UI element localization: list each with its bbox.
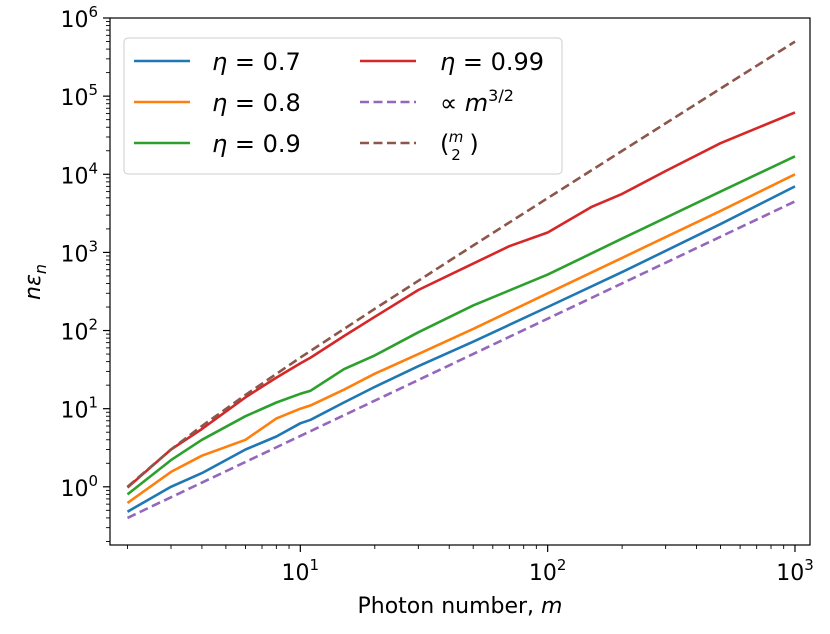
y-tick-label-1: 101 [60,394,98,424]
y-tick-label-4: 104 [60,159,98,189]
x-tick-label-2: 103 [776,556,814,586]
legend-binom-top: m [449,128,464,146]
y-axis-label-n: nε [21,274,46,300]
y-axis-label-sub: n [31,264,50,274]
x-axis-label: Photon number, m [358,594,563,619]
series-layer [126,40,796,520]
legend: η = 0.7 η = 0.8 η = 0.9 η = 0.99 ∝ m3/2 ()m2 [123,37,563,175]
series-line-3 [126,111,796,489]
legend-label-1: η = 0.8 [212,89,301,117]
legend-items: η = 0.7 η = 0.8 η = 0.9 η = 0.99 ∝ m3/2 ()m2 [134,48,544,164]
x-tick-label-1: 102 [529,556,567,586]
legend-label-4: ∝ m3/2 [440,86,514,117]
x-axis-label-text: Photon number, [358,594,542,619]
series-line-2 [126,155,796,496]
legend-label-5: () [440,130,479,158]
y-axis-label: nεn [21,264,50,300]
y-tick-label-5: 105 [60,81,98,111]
x-tick-label-0: 101 [282,556,320,586]
legend-box [123,37,563,175]
series-line-5 [126,40,796,488]
legend-label-2: η = 0.9 [212,130,301,158]
legend-label-3: η = 0.99 [440,48,544,76]
legend-binom-bottom: 2 [451,146,461,164]
series-line-0 [126,185,796,513]
series-line-4 [126,200,796,520]
series-line-1 [126,173,796,505]
y-tick-label-6: 106 [60,3,98,33]
tick-layer: 101 102 103 100 101 102 103 104 105 106 [60,3,813,586]
y-tick-label-0: 100 [60,472,98,502]
y-tick-label-3: 103 [60,237,98,267]
plot-frame [109,17,811,546]
legend-label-0: η = 0.7 [212,48,301,76]
x-axis-label-var: m [541,594,562,619]
y-tick-label-2: 102 [60,316,98,346]
